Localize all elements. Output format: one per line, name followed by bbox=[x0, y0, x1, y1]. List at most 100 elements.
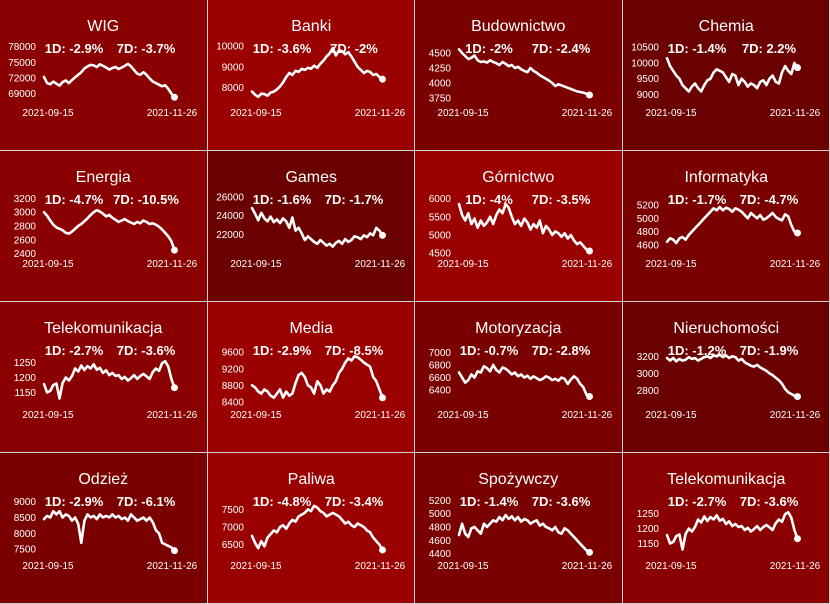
y-tick-label: 26000 bbox=[216, 192, 244, 203]
sector-chart-svg: Górnictwo 1D: -4% 7D: -3.5% 4500 5000 5500 600… bbox=[429, 169, 613, 270]
chart-title: Chemia bbox=[698, 18, 753, 35]
x-tick-label: 2021-11-26 bbox=[562, 108, 613, 119]
chart-title: Górnictwo bbox=[482, 169, 554, 186]
change-1d-label: 1D: -2.9% bbox=[45, 494, 104, 509]
change-1d-label: 1D: -2.7% bbox=[667, 494, 726, 509]
change-7d-label: 7D: -1.9% bbox=[739, 343, 798, 358]
sector-chart-svg: WIG 1D: -2.9% 7D: -3.7% 69000 72000 75000 7800… bbox=[8, 18, 197, 119]
x-tick-label: 2021-09-15 bbox=[230, 561, 282, 572]
y-tick-label: 8500 bbox=[14, 513, 37, 524]
sector-chart-svg: Media 1D: -2.9% 7D: -8.5% 8400 8800 9200 9600 2… bbox=[221, 320, 405, 421]
y-tick-label: 4000 bbox=[429, 79, 452, 90]
price-line bbox=[42, 509, 176, 552]
y-tick-label: 1250 bbox=[636, 509, 659, 520]
y-tick-label: 6800 bbox=[429, 360, 452, 371]
change-1d-label: 1D: -1.4% bbox=[667, 41, 726, 56]
change-7d-label: 7D: -8.5% bbox=[324, 343, 383, 358]
sector-panel: Budownictwo 1D: -2% 7D: -2.4% 3750 4000 4250 4… bbox=[415, 0, 622, 150]
change-7d-label: 7D: -6.1% bbox=[117, 494, 176, 509]
price-line bbox=[250, 46, 384, 99]
last-price-point bbox=[378, 394, 386, 402]
change-1d-label: 1D: -2.7% bbox=[45, 343, 104, 358]
x-tick-label: 2021-11-26 bbox=[769, 561, 820, 572]
sector-panel: Górnictwo 1D: -4% 7D: -3.5% 4500 5000 5500 600… bbox=[415, 151, 622, 301]
y-tick-label: 4250 bbox=[429, 64, 452, 75]
sector-chart-svg: Telekomunikacja 1D: -2.7% 7D: -3.6% 1150 120… bbox=[636, 471, 820, 572]
last-price-point bbox=[793, 229, 801, 237]
change-7d-label: 7D: -10.5% bbox=[113, 192, 179, 207]
last-price-point bbox=[378, 231, 386, 239]
sector-chart-svg: Budownictwo 1D: -2% 7D: -2.4% 3750 4000 4250 4… bbox=[429, 18, 613, 119]
change-1d-label: 1D: -0.7% bbox=[460, 343, 519, 358]
price-line bbox=[457, 363, 591, 398]
last-price-point bbox=[586, 548, 593, 556]
last-price-point bbox=[793, 535, 801, 543]
y-tick-label: 5000 bbox=[429, 231, 452, 242]
y-tick-label: 9500 bbox=[636, 74, 659, 85]
y-tick-label: 78000 bbox=[8, 42, 36, 53]
x-tick-label: 2021-11-26 bbox=[562, 259, 613, 270]
change-1d-label: 1D: -2% bbox=[465, 41, 513, 56]
sector-chart-svg: Energia 1D: -4.7% 7D: -10.5% 2400 2600 2800 30… bbox=[14, 169, 198, 270]
change-1d-label: 1D: -2.9% bbox=[252, 343, 311, 358]
sector-panel: Telekomunikacja 1D: -2.7% 7D: -3.6% 1150 120… bbox=[622, 453, 829, 603]
x-tick-label: 2021-11-26 bbox=[147, 561, 198, 572]
chart-title: Spożywczy bbox=[478, 471, 558, 488]
last-price-point bbox=[171, 384, 178, 392]
y-tick-label: 7500 bbox=[221, 505, 244, 516]
sector-chart-svg: Paliwa 1D: -4.8% 7D: -3.4% 6500 7000 7500 2021… bbox=[221, 471, 405, 572]
y-tick-label: 8000 bbox=[14, 529, 37, 540]
y-tick-label: 4800 bbox=[636, 227, 659, 238]
x-tick-label: 2021-09-15 bbox=[645, 410, 697, 421]
x-tick-label: 2021-09-15 bbox=[437, 561, 489, 572]
x-tick-label: 2021-09-15 bbox=[437, 108, 489, 119]
y-tick-label: 5200 bbox=[636, 201, 659, 212]
price-line bbox=[665, 56, 799, 93]
chart-title: WIG bbox=[87, 18, 119, 35]
y-tick-label: 9000 bbox=[636, 90, 659, 101]
x-tick-label: 2021-09-15 bbox=[230, 410, 282, 421]
sector-panel: Informatyka 1D: -1.7% 7D: -4.7% 4600 4800 500… bbox=[622, 151, 829, 301]
y-tick-label: 75000 bbox=[8, 58, 36, 69]
y-tick-label: 2600 bbox=[14, 235, 37, 246]
sector-panel: Spożywczy 1D: -1.4% 7D: -3.6% 4400 4600 4800 5… bbox=[415, 453, 622, 603]
y-tick-label: 22000 bbox=[216, 230, 244, 241]
x-tick-label: 2021-09-15 bbox=[22, 410, 74, 421]
y-tick-label: 72000 bbox=[8, 73, 36, 84]
price-line bbox=[250, 354, 384, 399]
last-price-point bbox=[793, 64, 801, 72]
y-tick-label: 2800 bbox=[636, 386, 659, 397]
x-tick-label: 2021-09-15 bbox=[645, 108, 697, 119]
last-price-point bbox=[586, 393, 593, 401]
y-tick-label: 2400 bbox=[14, 249, 37, 260]
x-tick-label: 2021-09-15 bbox=[437, 259, 489, 270]
x-tick-label: 2021-11-26 bbox=[354, 410, 405, 421]
y-tick-label: 9600 bbox=[221, 348, 244, 359]
y-tick-label: 4500 bbox=[429, 249, 452, 260]
sector-chart-svg: Telekomunikacja 1D: -2.7% 7D: -3.6% 1150 120… bbox=[14, 320, 198, 421]
y-tick-label: 7000 bbox=[221, 523, 244, 534]
y-tick-label: 8800 bbox=[221, 381, 244, 392]
y-tick-label: 5200 bbox=[429, 496, 452, 507]
y-tick-label: 3000 bbox=[14, 208, 37, 219]
x-tick-label: 2021-09-15 bbox=[437, 410, 489, 421]
x-tick-label: 2021-09-15 bbox=[22, 259, 74, 270]
y-tick-label: 1200 bbox=[14, 373, 37, 384]
y-tick-label: 4400 bbox=[429, 549, 452, 560]
sector-panel: Games 1D: -1.6% 7D: -1.7% 22000 24000 26000 20… bbox=[207, 151, 414, 301]
y-tick-label: 9000 bbox=[14, 497, 37, 508]
y-tick-label: 1250 bbox=[14, 358, 37, 369]
y-tick-label: 1200 bbox=[636, 524, 659, 535]
price-line bbox=[665, 205, 799, 245]
x-tick-label: 2021-11-26 bbox=[147, 259, 198, 270]
price-line bbox=[665, 510, 799, 551]
change-7d-label: 7D: -3.5% bbox=[532, 192, 591, 207]
chart-title: Games bbox=[285, 169, 337, 186]
change-7d-label: 7D: -3.6% bbox=[532, 494, 591, 509]
x-tick-label: 2021-11-26 bbox=[562, 410, 613, 421]
price-line bbox=[457, 48, 591, 97]
price-line bbox=[42, 62, 176, 99]
y-tick-label: 6600 bbox=[429, 373, 452, 384]
